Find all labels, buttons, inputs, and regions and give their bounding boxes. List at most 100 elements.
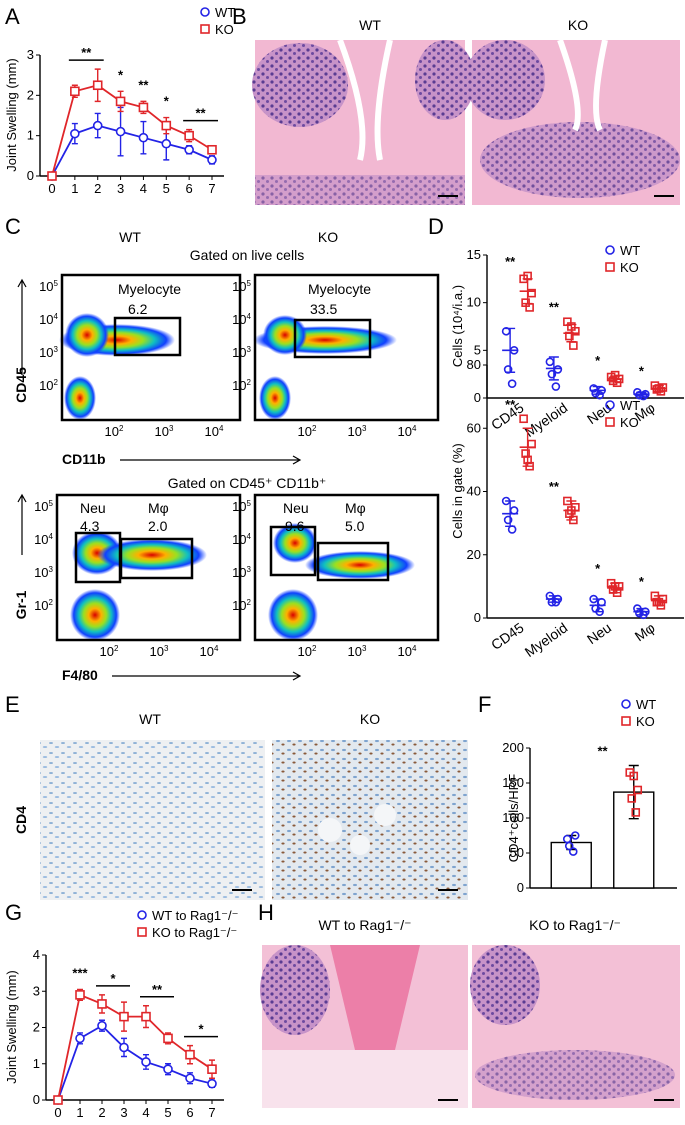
- marker: [161, 120, 172, 131]
- x-tick-label: Myeloid: [522, 399, 571, 440]
- marker: [610, 582, 620, 591]
- gate-name: Neu: [283, 500, 309, 516]
- marker: [553, 365, 563, 374]
- legend-label: KO: [636, 714, 655, 729]
- tick-base: 10: [232, 312, 246, 327]
- axis-tick-label: 102: [39, 378, 58, 393]
- tick-exponent: 3: [362, 644, 367, 653]
- y-tick-label: 80: [467, 357, 481, 372]
- legend-marker: [621, 699, 631, 709]
- axis-tick-label: 103: [34, 565, 53, 580]
- axis-tick-label: 104: [398, 644, 417, 659]
- legend-label: WT: [620, 243, 640, 258]
- gate-name: Mφ: [345, 500, 366, 516]
- gate-value: 2.0: [148, 518, 168, 534]
- axis-tick-label: 103: [348, 424, 367, 439]
- gate-value: 5.0: [345, 518, 365, 534]
- gate-title: Gated on CD45⁺ CD11b⁺: [168, 475, 327, 491]
- significance-label: **: [196, 106, 207, 121]
- panel-label: H: [258, 900, 274, 925]
- gate-name: Myelocyte: [118, 281, 181, 297]
- tick-exponent: 3: [49, 565, 54, 574]
- image-region: [262, 1050, 468, 1108]
- marker: [589, 594, 598, 604]
- image-region: [330, 945, 420, 1050]
- marker: [633, 785, 643, 795]
- image-label: KO to Rag1⁻/⁻: [529, 917, 621, 933]
- panel-label: A: [5, 4, 20, 29]
- x-tick-label: 1: [71, 181, 78, 196]
- marker: [92, 80, 103, 91]
- marker: [70, 86, 80, 97]
- gate-value: 9.6: [285, 518, 305, 534]
- density: [65, 313, 109, 357]
- marker: [138, 132, 149, 143]
- axis-tick-label: 103: [348, 644, 367, 659]
- marker: [562, 834, 572, 844]
- y-axis-label: CD45: [13, 367, 29, 403]
- marker: [563, 496, 572, 506]
- marker: [501, 326, 511, 336]
- tick-base: 10: [39, 312, 53, 327]
- axis-tick-label: 104: [232, 312, 251, 327]
- image-region: [415, 40, 475, 120]
- significance-label: **: [549, 479, 560, 494]
- density: [268, 589, 318, 641]
- tick-base: 10: [155, 424, 169, 439]
- x-tick-label: 5: [164, 1105, 171, 1120]
- marker: [97, 999, 107, 1009]
- y-tick-label: 15: [467, 247, 481, 262]
- marker: [185, 1073, 195, 1084]
- marker: [97, 1020, 107, 1031]
- axis-tick-label: 102: [298, 424, 317, 439]
- tick-exponent: 2: [114, 644, 119, 653]
- image-region: [350, 835, 370, 855]
- axis-arrow: [120, 455, 302, 465]
- tick-base: 10: [34, 598, 48, 613]
- marker: [184, 130, 194, 141]
- axis-tick-label: 104: [200, 644, 219, 659]
- legend-marker: [137, 927, 147, 937]
- tick-base: 10: [298, 644, 312, 659]
- legend-label: KO: [620, 415, 639, 430]
- tick-base: 10: [100, 644, 114, 659]
- panel-label: E: [5, 692, 20, 717]
- tick-exponent: 2: [54, 378, 59, 387]
- tick-base: 10: [205, 424, 219, 439]
- gate-value: 6.2: [128, 301, 148, 317]
- marker: [509, 346, 519, 355]
- marker: [207, 144, 217, 155]
- significance-label: **: [597, 744, 608, 759]
- marker: [92, 120, 103, 131]
- marker: [53, 1095, 63, 1105]
- tick-base: 10: [200, 644, 214, 659]
- marker: [525, 303, 534, 312]
- y-tick-label: 3: [27, 47, 34, 62]
- y-tick-label: 0: [474, 610, 481, 625]
- marker: [503, 365, 513, 374]
- significance-label: **: [152, 982, 163, 997]
- tick-base: 10: [398, 424, 412, 439]
- legend-marker: [605, 262, 615, 272]
- x-tick-label: 0: [48, 181, 55, 196]
- marker: [565, 331, 574, 341]
- image-label: KO: [568, 17, 588, 33]
- tick-base: 10: [232, 279, 246, 294]
- marker: [629, 771, 639, 781]
- x-tick-label: Mφ: [632, 619, 658, 644]
- x-tick-label: 3: [120, 1105, 127, 1120]
- gate-title: Gated on live cells: [190, 247, 304, 263]
- significance-label: **: [505, 397, 516, 412]
- tick-exponent: 5: [247, 279, 252, 288]
- image-region: [252, 43, 348, 127]
- tick-exponent: 2: [49, 598, 54, 607]
- marker: [569, 341, 578, 350]
- marker: [591, 388, 600, 398]
- y-axis-label: Cells (10⁴/i.a.): [450, 285, 465, 367]
- axis-tick-label: 105: [232, 279, 251, 294]
- marker: [207, 1064, 217, 1074]
- image-label: WT: [359, 17, 381, 33]
- marker: [654, 384, 664, 393]
- y-axis-label: Cells in gate (%): [450, 443, 465, 538]
